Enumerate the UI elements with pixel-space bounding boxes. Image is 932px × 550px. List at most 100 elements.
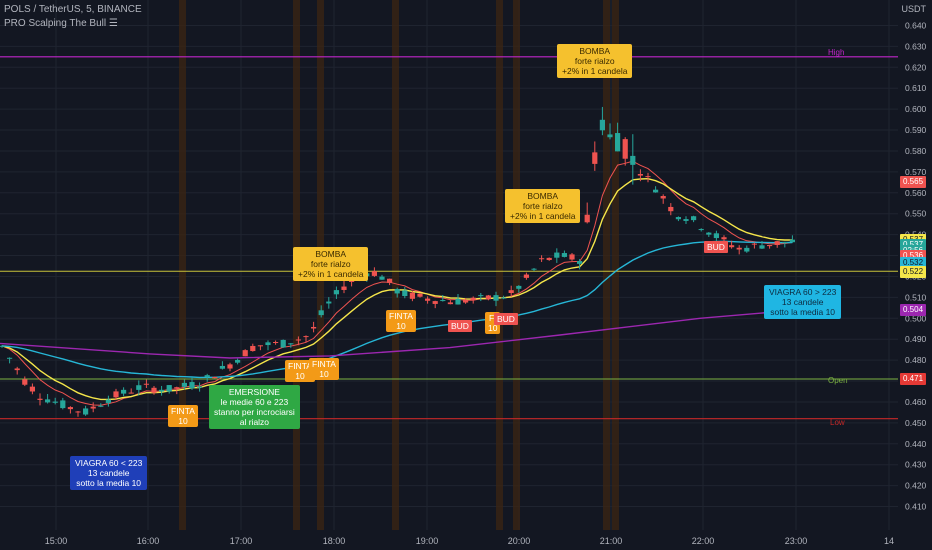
time-band xyxy=(496,0,503,530)
finta-number: 10 xyxy=(295,371,305,381)
low-level-label: Low xyxy=(830,418,845,427)
bomba-line1: forte rialzo xyxy=(574,56,615,66)
candle-body xyxy=(235,359,241,363)
finta-title: FINTA xyxy=(312,359,336,369)
price-tick-label: 0.450 xyxy=(905,418,927,428)
candle-body xyxy=(615,133,621,152)
candle-body xyxy=(767,245,773,247)
candle-body xyxy=(143,383,149,385)
time-band xyxy=(392,0,399,530)
candle-body xyxy=(508,290,514,293)
candle-body xyxy=(447,302,453,305)
finta-marker-1: FINTA 10 xyxy=(168,405,198,427)
candle-body xyxy=(318,310,324,316)
ema-223-purple xyxy=(0,309,799,359)
bomba-annotation-2: BOMBA forte rialzo +2% in 1 candela xyxy=(505,189,581,223)
candle-body xyxy=(706,232,712,235)
candle-body xyxy=(288,343,294,345)
candle-body xyxy=(250,345,256,352)
candle-body xyxy=(660,196,666,199)
candle-body xyxy=(166,385,172,392)
candles[interactable] xyxy=(0,106,795,417)
candle-body xyxy=(501,297,507,299)
candle-body xyxy=(7,357,13,359)
candle-body xyxy=(387,278,393,283)
finta-number: 10 xyxy=(319,369,329,379)
viagra-line3: sotto la media 10 xyxy=(76,478,142,488)
candle-body xyxy=(744,247,750,252)
candle-body xyxy=(136,385,142,390)
candle-body xyxy=(622,139,628,159)
indicator-title[interactable]: PRO Scalping The Bull ☰ xyxy=(4,18,118,29)
bud-marker-1: BUD xyxy=(448,320,472,332)
time-axis[interactable]: 15:00 16:00 17:00 18:00 19:00 20:00 21:00 22:00… xyxy=(45,536,894,546)
candle-body xyxy=(75,411,81,413)
candle-body xyxy=(425,298,431,301)
bomba-line2: +2% in 1 candela xyxy=(298,269,364,279)
time-tick-label: 21:00 xyxy=(600,536,623,546)
candle-body xyxy=(29,386,35,392)
candle-body xyxy=(45,399,51,403)
candle-body xyxy=(212,376,218,379)
candle-body xyxy=(729,245,735,248)
emersione-annotation: EMERSIONE le medie 60 e 223 stanno per i… xyxy=(209,385,300,429)
time-tick-label: 17:00 xyxy=(230,536,253,546)
candle-body xyxy=(455,298,461,305)
price-tick-label: 0.630 xyxy=(905,41,927,51)
bomba-annotation-1: BOMBA forte rialzo +2% in 1 candela xyxy=(293,247,369,281)
time-band xyxy=(603,0,610,530)
candle-body xyxy=(189,382,195,389)
bomba-title: BOMBA xyxy=(315,249,347,259)
candle-body xyxy=(197,386,203,388)
candle-body xyxy=(113,391,119,398)
viagra-line1: VIAGRA 60 < 223 xyxy=(75,458,143,468)
viagra-line3: sotto la media 10 xyxy=(770,307,836,317)
candle-body xyxy=(759,245,765,249)
viagra-line2: 13 candele xyxy=(87,468,130,478)
candle-body xyxy=(698,229,704,231)
finta-title: FINTA xyxy=(389,311,413,321)
time-tick-label: 16:00 xyxy=(137,536,160,546)
candle-body xyxy=(569,254,575,260)
finta-number: 10 xyxy=(396,321,406,331)
symbol-title[interactable]: POLS / TetherUS, 5, BINANCE xyxy=(4,4,142,15)
bomba-title: BOMBA xyxy=(579,46,611,56)
orange-time-bands xyxy=(179,0,619,530)
finta-number: 10 xyxy=(488,323,498,333)
candle-body xyxy=(326,301,332,304)
candle-body xyxy=(303,336,309,338)
candle-body xyxy=(121,389,127,394)
price-tick-label: 0.620 xyxy=(905,62,927,72)
price-tick-label: 0.410 xyxy=(905,502,927,512)
candle-body xyxy=(295,339,301,341)
candle-body xyxy=(493,295,499,301)
candle-body xyxy=(219,365,225,369)
candle-body xyxy=(280,339,286,348)
candle-body xyxy=(523,274,529,278)
candle-body xyxy=(204,375,210,378)
candle-body xyxy=(539,258,545,260)
candle-body xyxy=(371,271,377,276)
price-tick-label: 0.420 xyxy=(905,481,927,491)
price-tag: 0.504 xyxy=(900,303,927,316)
time-band xyxy=(612,0,619,530)
candle-body xyxy=(60,400,66,409)
candle-body xyxy=(67,407,73,410)
candle-body xyxy=(273,342,279,344)
price-tick-label: 0.430 xyxy=(905,460,927,470)
time-tick-label: 19:00 xyxy=(416,536,439,546)
candle-body xyxy=(105,399,111,403)
candle-body xyxy=(554,252,560,258)
bomba-annotation-3: BOMBA forte rialzo +2% in 1 candela xyxy=(557,44,633,78)
bomba-line2: +2% in 1 candela xyxy=(562,66,628,76)
price-tick-label: 0.570 xyxy=(905,167,927,177)
candle-body xyxy=(592,152,598,164)
candle-body xyxy=(37,398,43,400)
finta-number: 10 xyxy=(178,416,188,426)
bud-marker-2: BUD xyxy=(494,313,518,325)
candle-body xyxy=(630,155,636,165)
level-lines xyxy=(0,56,898,420)
candle-body xyxy=(22,379,28,385)
candle-body xyxy=(432,301,438,304)
